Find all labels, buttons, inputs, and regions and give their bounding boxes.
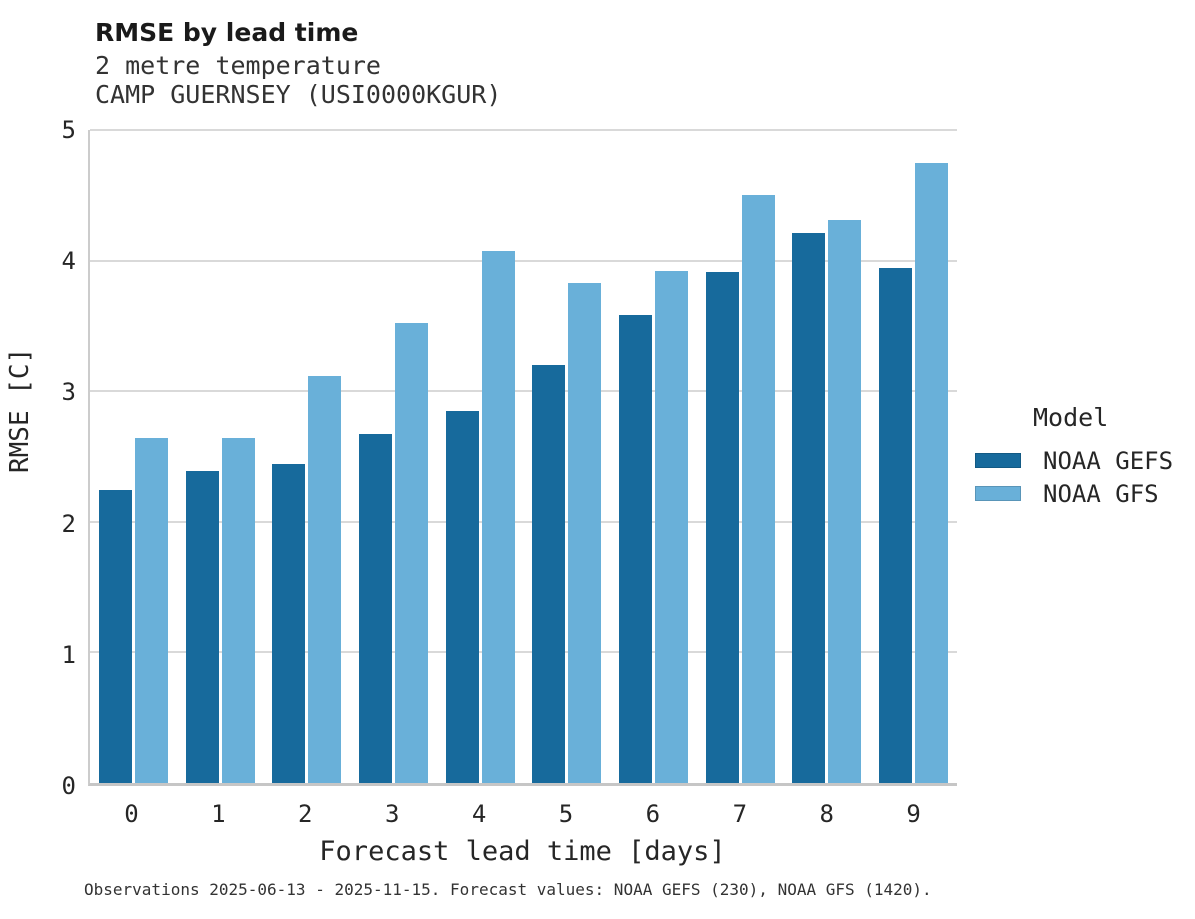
bar-group-day-3 — [350, 130, 437, 783]
legend-item-noaa-gefs: NOAA GEFS — [975, 444, 1190, 477]
x-tick-label-5: 5 — [558, 800, 574, 828]
bar-noaa-gefs-day-8 — [792, 233, 826, 783]
bar-group-day-5 — [524, 130, 611, 783]
legend-item-noaa-gfs: NOAA GFS — [975, 477, 1190, 510]
y-tick-label-4: 4 — [61, 247, 76, 276]
gridline-y-4 — [90, 259, 957, 262]
bar-noaa-gfs-day-8 — [828, 220, 862, 783]
legend-label: NOAA GEFS — [1043, 446, 1174, 475]
bar-noaa-gefs-day-3 — [358, 434, 392, 783]
bar-group-day-9 — [870, 130, 957, 783]
bar-group-day-2 — [263, 130, 350, 783]
bar-noaa-gefs-day-1 — [185, 470, 219, 783]
subtitle-station: CAMP GUERNSEY (USI0000KGUR) — [95, 80, 502, 109]
bar-noaa-gefs-day-0 — [98, 490, 132, 783]
x-tick-label-0: 0 — [124, 800, 139, 828]
legend-items: NOAA GEFS NOAA GFS — [975, 444, 1190, 510]
bar-noaa-gfs-day-4 — [481, 251, 515, 783]
x-tick-label-4: 4 — [471, 800, 487, 828]
bar-noaa-gefs-day-6 — [619, 315, 653, 783]
bar-group-day-6 — [610, 130, 697, 783]
legend: Model NOAA GEFS NOAA GFS — [975, 403, 1190, 510]
x-tick-labels: 0 1 2 3 4 5 6 7 8 9 — [88, 800, 957, 828]
x-tick-label-9: 9 — [906, 800, 921, 828]
bar-group-day-1 — [177, 130, 264, 783]
bar-noaa-gfs-day-6 — [655, 271, 689, 783]
chart-title: RMSE by lead time — [95, 18, 359, 47]
bar-group-day-4 — [437, 130, 524, 783]
x-tick-label-8: 8 — [819, 800, 834, 828]
x-tick-label-6: 6 — [645, 800, 661, 828]
x-tick-label-2: 2 — [298, 800, 313, 828]
y-tick-label-0: 0 — [61, 772, 76, 800]
bar-group-day-7 — [697, 130, 784, 783]
legend-swatch-icon — [975, 453, 1021, 468]
x-axis-title: Forecast lead time [days] — [319, 836, 726, 867]
gridline-y-2 — [90, 520, 957, 523]
bar-noaa-gefs-day-7 — [705, 272, 739, 783]
x-tick-label-1: 1 — [211, 800, 226, 828]
gridline-y-5 — [90, 129, 957, 131]
bar-noaa-gfs-day-3 — [394, 323, 428, 783]
footer-caption: Observations 2025-06-13 - 2025-11-15. Fo… — [84, 880, 932, 899]
bar-noaa-gefs-day-4 — [445, 410, 479, 783]
plot-area — [88, 129, 957, 786]
bar-noaa-gfs-day-5 — [568, 282, 602, 783]
gridline-y-1 — [90, 651, 957, 654]
bar-group-day-8 — [784, 130, 871, 783]
y-tick-label-3: 3 — [61, 378, 76, 407]
y-tick-label-1: 1 — [61, 640, 76, 669]
bar-noaa-gfs-day-2 — [308, 375, 342, 783]
legend-swatch-icon — [975, 486, 1021, 501]
x-tick-label-3: 3 — [384, 800, 400, 828]
bar-noaa-gefs-day-2 — [272, 464, 306, 783]
bar-groups — [90, 130, 957, 783]
bar-noaa-gfs-day-7 — [741, 195, 775, 783]
y-tick-label-5: 5 — [61, 116, 76, 144]
bar-noaa-gfs-day-1 — [221, 438, 255, 783]
subtitle-variable: 2 metre temperature — [95, 51, 381, 80]
bar-noaa-gefs-day-9 — [879, 268, 913, 783]
y-tick-label-2: 2 — [61, 509, 76, 538]
bar-noaa-gfs-day-9 — [915, 162, 949, 783]
bar-group-day-0 — [90, 130, 177, 783]
legend-label: NOAA GFS — [1043, 479, 1159, 508]
y-tick-labels: 0 1 2 3 4 5 — [0, 118, 76, 798]
legend-title: Model — [1033, 403, 1109, 432]
bar-noaa-gefs-day-5 — [532, 365, 566, 783]
x-tick-label-7: 7 — [732, 800, 748, 828]
gridline-y-3 — [90, 390, 957, 393]
bar-noaa-gfs-day-0 — [134, 438, 168, 783]
chart-subtitle: 2 metre temperature CAMP GUERNSEY (USI000… — [95, 51, 501, 109]
